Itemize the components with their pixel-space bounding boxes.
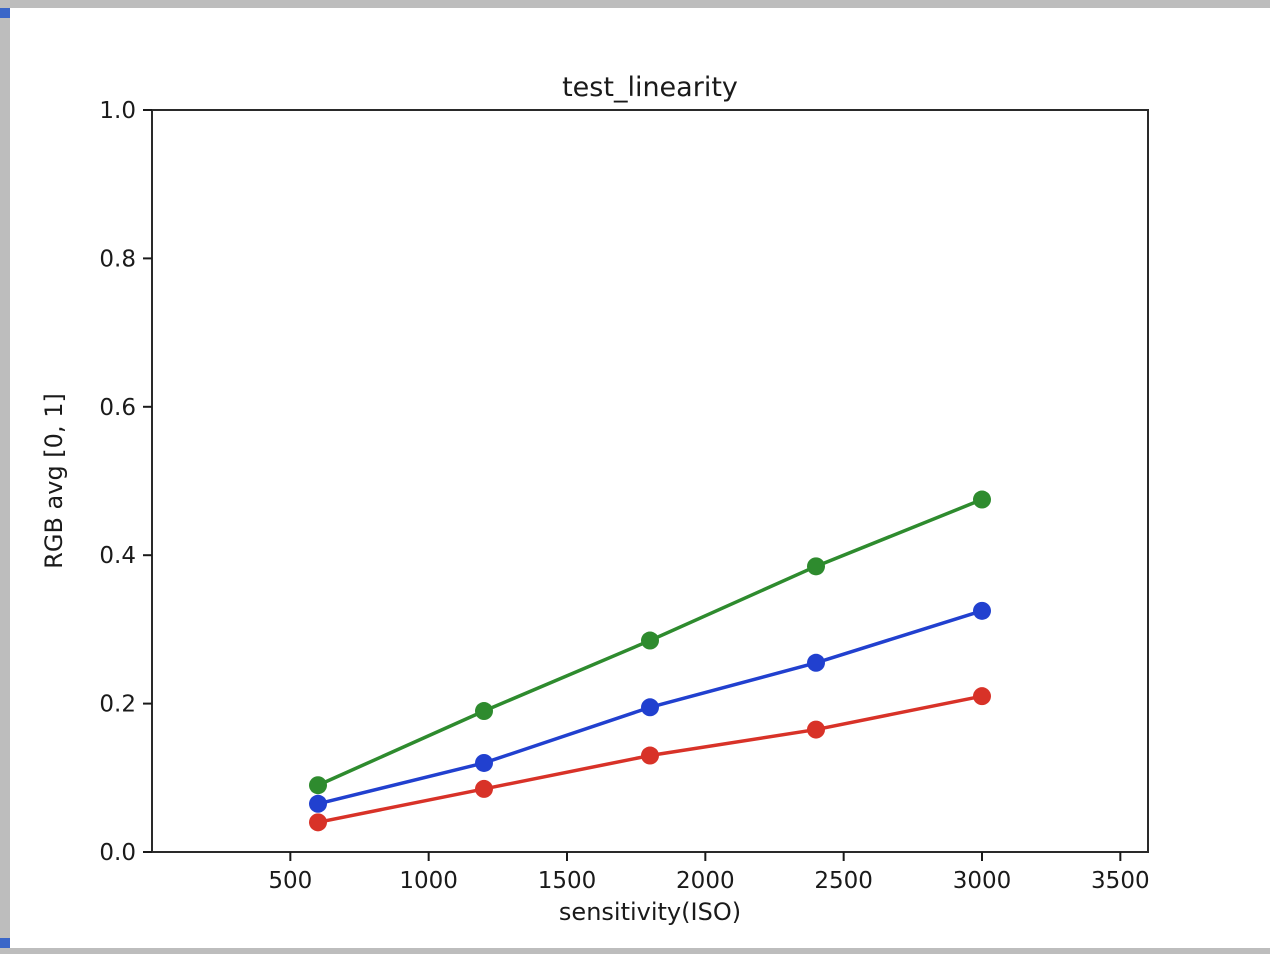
- window-edge-left: [0, 0, 10, 954]
- data-point-green: [973, 490, 991, 509]
- y-axis-label: RGB avg [0, 1]: [40, 393, 68, 569]
- edge-artifact-bottom-icon: [0, 938, 10, 948]
- x-tick-label: 1500: [538, 868, 597, 894]
- data-point-green: [309, 776, 327, 795]
- x-tick-label: 2000: [676, 868, 735, 894]
- y-tick-label: 0.2: [99, 692, 136, 718]
- y-tick-label: 1.0: [99, 98, 136, 124]
- data-point-red: [309, 813, 327, 832]
- y-ticks: 0.0 0.2 0.4 0.6 0.8 1.0: [99, 98, 152, 866]
- data-point-green: [641, 631, 659, 650]
- data-point-red: [475, 779, 493, 798]
- window-edge-bottom: [0, 948, 1270, 954]
- x-axis-label: sensitivity(ISO): [559, 898, 741, 926]
- y-tick-label: 0.6: [99, 395, 136, 421]
- y-tick-label: 0.0: [99, 840, 136, 866]
- chart-title: test_linearity: [562, 72, 738, 103]
- window-edge-top: [0, 0, 1270, 8]
- data-point-red: [807, 720, 825, 739]
- data-point-green: [475, 702, 493, 721]
- plot-area: [151, 109, 1149, 853]
- x-ticks: 500 1000 1500 2000 2500 3000 3500: [268, 852, 1150, 894]
- edge-artifact-top-icon: [0, 8, 10, 18]
- y-tick-label: 0.4: [99, 543, 136, 569]
- data-point-green: [807, 557, 825, 576]
- data-point-blue: [807, 653, 825, 672]
- data-point-blue: [309, 794, 327, 813]
- x-tick-label: 2500: [814, 868, 873, 894]
- data-point-blue: [641, 698, 659, 717]
- x-tick-label: 1000: [399, 868, 458, 894]
- x-tick-label: 3000: [953, 868, 1012, 894]
- data-point-red: [641, 746, 659, 765]
- series-lines: [309, 490, 991, 832]
- x-tick-label: 3500: [1091, 868, 1150, 894]
- data-point-red: [973, 687, 991, 706]
- data-point-blue: [973, 601, 991, 620]
- x-tick-label: 500: [268, 868, 312, 894]
- y-tick-label: 0.8: [99, 246, 136, 272]
- data-point-blue: [475, 753, 493, 772]
